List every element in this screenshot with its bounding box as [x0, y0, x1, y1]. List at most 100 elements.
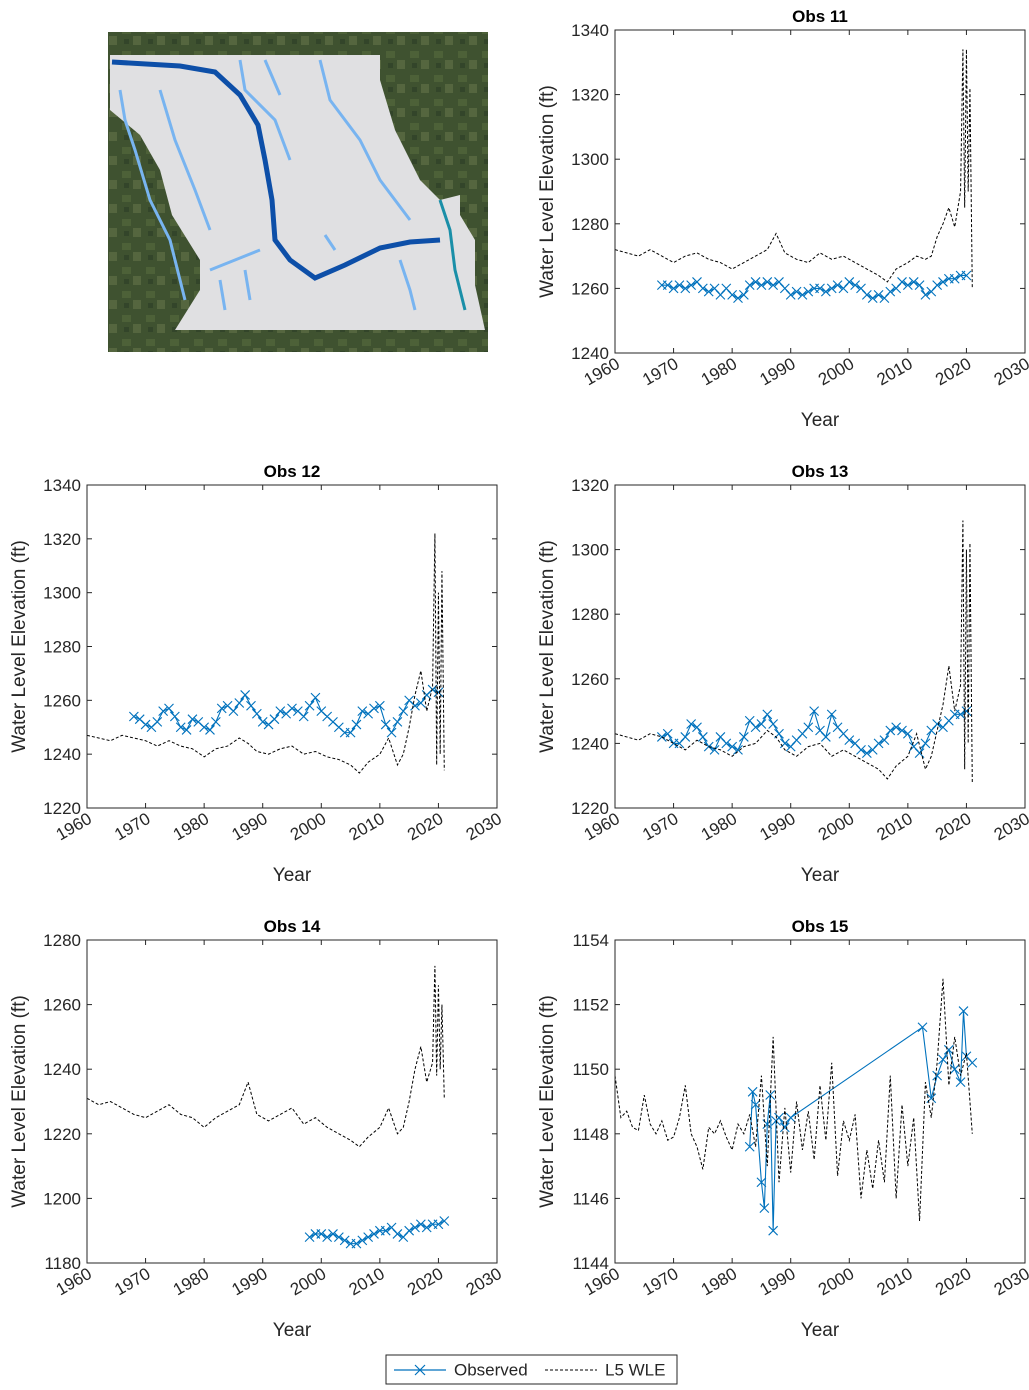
marker: [826, 283, 837, 294]
x-tick-label: 2000: [815, 809, 857, 844]
marker: [709, 744, 720, 755]
marker: [316, 1229, 327, 1239]
marker: [410, 700, 420, 711]
plot-area: [615, 940, 1025, 1263]
marker: [747, 1086, 758, 1097]
marker: [885, 725, 896, 736]
marker: [328, 1229, 338, 1239]
marker: [861, 289, 872, 300]
marker: [932, 1070, 943, 1081]
x-tick-label: 1980: [170, 1264, 212, 1299]
y-tick-label: 1260: [43, 996, 81, 1015]
marker: [692, 722, 702, 733]
plot: [615, 520, 973, 783]
x-tick-label: 2010: [874, 809, 916, 844]
marker: [357, 706, 368, 716]
marker: [844, 277, 855, 287]
x-tick-label: 2000: [815, 1264, 857, 1299]
marker: [210, 716, 221, 727]
marker: [380, 719, 391, 730]
x-axis-label: Year: [801, 410, 840, 431]
marker: [768, 280, 779, 291]
marker: [697, 283, 708, 294]
marker: [844, 735, 855, 746]
marker: [797, 289, 808, 300]
x-tick-label: 2010: [874, 354, 916, 389]
x-tick-label: 1980: [698, 809, 740, 844]
legend-marker: [414, 1364, 426, 1376]
marker: [240, 690, 251, 700]
marker: [269, 714, 280, 725]
y-tick-label: 1340: [43, 476, 81, 495]
x-tick-label: 2000: [287, 1264, 329, 1299]
x-tick-label: 1990: [756, 1264, 798, 1299]
marker: [756, 280, 767, 291]
marker: [152, 716, 163, 727]
plot: [87, 965, 450, 1249]
plot-area: [615, 485, 1025, 808]
axes-box: [614, 939, 1026, 1264]
plot-area: [87, 940, 497, 1263]
marker: [351, 719, 362, 730]
x-tick-label: 1980: [698, 354, 740, 389]
marker: [369, 1229, 379, 1239]
marker: [768, 719, 779, 729]
marker: [668, 283, 679, 294]
y-tick-label: 1146: [572, 1189, 609, 1208]
chart-title: Obs 12: [264, 462, 321, 481]
x-tick-label: 2020: [404, 1264, 446, 1299]
marker: [768, 1225, 779, 1236]
y-tick-label: 1280: [43, 931, 81, 950]
marker: [961, 706, 972, 716]
marker: [415, 1219, 426, 1230]
boundary-river: [438, 199, 467, 311]
y-tick-label: 1240: [43, 745, 81, 764]
marker: [920, 289, 931, 300]
marker: [404, 1225, 415, 1236]
y-tick-label: 1154: [572, 931, 609, 950]
marker: [920, 738, 931, 749]
marker: [686, 719, 697, 729]
x-tick-label: 1970: [639, 1264, 681, 1299]
marker: [427, 684, 438, 695]
series-line: [615, 978, 973, 1222]
x-tick-label: 2000: [287, 809, 329, 844]
plot: [87, 533, 445, 774]
marker: [779, 1122, 790, 1133]
marker: [421, 1222, 432, 1233]
x-tick-label: 1970: [639, 354, 681, 389]
marker: [820, 732, 831, 742]
marker: [820, 286, 831, 297]
y-axis-label: Water Level Elevation (ft): [537, 995, 558, 1208]
marker: [949, 1064, 960, 1075]
marker: [386, 727, 397, 738]
x-tick-label: 1990: [756, 809, 798, 844]
y-tick-label: 1180: [44, 1254, 81, 1273]
y-tick-label: 1280: [571, 605, 609, 624]
plot-area: [615, 30, 1025, 353]
model-domain: [110, 55, 485, 330]
y-tick-label: 1200: [43, 1189, 81, 1208]
marker: [380, 1225, 391, 1236]
marker: [809, 706, 820, 716]
y-tick-label: 1150: [572, 1060, 609, 1079]
chart-title: Obs 13: [792, 462, 849, 481]
marker: [287, 703, 297, 714]
marker: [680, 283, 691, 294]
marker: [721, 738, 732, 749]
marker: [275, 706, 286, 716]
marker: [873, 738, 884, 749]
marker: [932, 719, 943, 729]
chart-title: Obs 11: [792, 7, 848, 26]
y-tick-label: 1320: [43, 530, 81, 549]
marker: [826, 709, 837, 720]
y-tick-label: 1320: [571, 86, 609, 105]
y-axis-label: Water Level Elevation (ft): [9, 995, 30, 1208]
marker: [850, 280, 861, 291]
x-tick-label: 2030: [991, 1264, 1029, 1299]
axes-box: [86, 939, 498, 1264]
legend-label: Observed: [454, 1360, 528, 1379]
marker: [392, 1229, 403, 1239]
x-tick-label: 2030: [463, 1264, 505, 1299]
